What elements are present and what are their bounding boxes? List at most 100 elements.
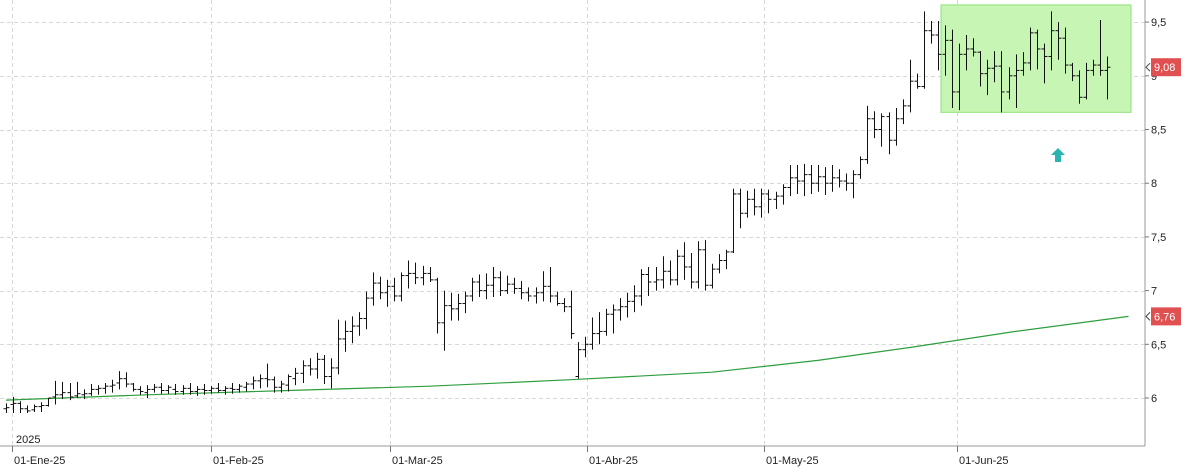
ohlc-bar: [10, 396, 17, 414]
price-axis-tick-label: 8: [1151, 178, 1157, 190]
ohlc-bar: [391, 277, 398, 302]
ohlc-bar: [250, 376, 257, 390]
ohlc-bar: [886, 112, 893, 155]
price-axis-tick-label: 9,5: [1151, 17, 1166, 29]
ohlc-bar: [518, 280, 525, 300]
moving-average-marker: 6,76: [1145, 307, 1181, 326]
ohlc-bar: [794, 164, 801, 194]
ohlc-bar: [815, 164, 822, 192]
price-bars: [3, 11, 1111, 414]
ohlc-bar: [130, 382, 137, 392]
time-axis-tick-label: 01-Jun-25: [959, 455, 1009, 467]
ohlc-bar: [497, 271, 504, 296]
ohlc-bar: [1034, 29, 1041, 70]
highlight-zone: [940, 4, 1132, 113]
ohlc-bar: [201, 384, 208, 395]
ohlc-bar: [434, 277, 441, 334]
ohlc-bar: [674, 249, 681, 286]
ohlc-bar: [871, 111, 878, 139]
ohlc-bar: [758, 188, 765, 218]
moving-average-line: [5, 315, 1129, 401]
ohlc-bar: [180, 385, 187, 395]
ohlc-bar: [631, 285, 638, 313]
ohlc-bar: [137, 386, 144, 395]
ohlc-bar: [1062, 27, 1069, 74]
ohlc-bar: [490, 266, 497, 298]
last-price-marker: 9,08: [1145, 58, 1181, 77]
year-label: 2025: [16, 434, 40, 446]
ohlc-bar: [575, 342, 582, 379]
ohlc-bar: [843, 173, 850, 191]
ohlc-bar: [441, 290, 448, 351]
time-axis-tick-label: 01-May-25: [766, 455, 819, 467]
ohlc-bar: [554, 291, 561, 306]
ohlc-bar: [928, 21, 935, 44]
ohlc-bar: [307, 358, 314, 376]
ohlc-bar: [356, 312, 363, 336]
moving-average-pointer-icon: [1145, 312, 1151, 321]
ohlc-bar: [257, 374, 264, 389]
ohlc-bar: [822, 167, 829, 196]
ohlc-bar: [1027, 27, 1034, 71]
ohlc-bar: [695, 241, 702, 289]
ohlc-bar: [165, 385, 172, 394]
ohlc-bar: [377, 276, 384, 300]
ohlc-bar: [370, 272, 377, 306]
last-price-pointer-icon: [1145, 62, 1151, 72]
ohlc-bar: [420, 265, 427, 286]
ohlc-bar: [709, 263, 716, 289]
ohlc-bar: [1090, 59, 1097, 76]
ohlc-bar: [610, 304, 617, 334]
ohlc-bar: [638, 269, 645, 306]
ohlc-bar: [314, 352, 321, 379]
ohlc-bar: [229, 382, 236, 394]
ohlc-bar: [914, 73, 921, 89]
price-axis-tick-label: 6: [1151, 393, 1157, 405]
ohlc-bar: [540, 271, 547, 302]
ohlc-bar: [427, 266, 434, 283]
ohlc-bar: [398, 272, 405, 302]
ohlc-bar: [405, 260, 412, 289]
ohlc-bar: [271, 376, 278, 393]
ohlc-bar: [723, 249, 730, 270]
time-axis-tick-label: 01-Ene-25: [14, 455, 65, 467]
moving-average-badge: [1151, 307, 1181, 326]
ohlc-bar: [1041, 43, 1048, 84]
ohlc-bar: [194, 386, 201, 396]
ohlc-bar: [172, 384, 179, 395]
ohlc-bar: [737, 188, 744, 229]
ohlc-bar: [991, 51, 998, 83]
chart-gridlines: [0, 0, 1145, 446]
ohlc-bar: [893, 108, 900, 146]
ohlc-bar: [31, 404, 38, 412]
ohlc-bar: [730, 188, 737, 254]
ohlc-bar: [24, 405, 31, 414]
ohlc-bar: [342, 320, 349, 352]
ohlc-bar: [780, 184, 787, 205]
ohlc-bar: [702, 240, 709, 291]
ohlc-bar: [292, 367, 299, 386]
ohlc-bar: [335, 319, 342, 375]
price-axis-tick-label: 7,5: [1151, 232, 1166, 244]
ohlc-bar: [3, 403, 10, 414]
ohlc-bar: [81, 389, 88, 400]
ohlc-bar: [285, 374, 292, 392]
ohlc-bar: [956, 43, 963, 111]
time-axis: 01-Ene-25 01-Feb-25 01-Mar-25 01-Abr-25 01-M…: [12, 446, 1009, 467]
ohlc-bar: [236, 384, 243, 393]
moving-average-label: 6,76: [1154, 311, 1175, 323]
ohlc-bar: [448, 292, 455, 321]
ohlc-bar: [984, 59, 991, 96]
ohlc-bar: [1104, 56, 1111, 100]
ohlc-bar: [1006, 67, 1013, 100]
ohlc-bar: [533, 287, 540, 304]
ohlc-bar: [525, 287, 532, 302]
ohlc-bar: [483, 273, 490, 300]
ohlc-bar: [836, 169, 843, 188]
price-axis-tick-label: 6,5: [1151, 339, 1166, 351]
up-arrow-icon: [1051, 148, 1065, 162]
ohlc-bar: [59, 381, 66, 400]
ohlc-bar: [808, 164, 815, 194]
ohlc-bar: [998, 51, 1005, 113]
ohlc-bar: [123, 372, 130, 388]
